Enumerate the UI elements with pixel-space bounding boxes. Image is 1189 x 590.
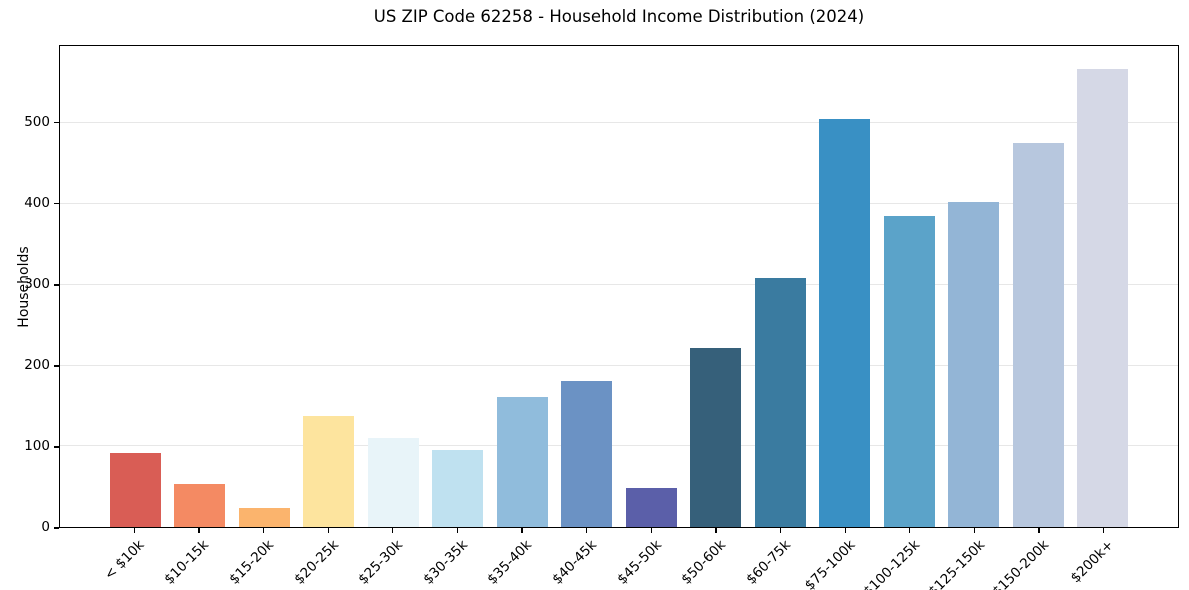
x-tick-label-200k: $200k+ (1067, 537, 1118, 587)
y-tick-label-300: 300 (24, 276, 50, 293)
y-tick-mark-200 (54, 365, 59, 367)
bar-slot (942, 46, 1007, 527)
x-tick-label-40-45k: $40-45k (549, 537, 601, 588)
y-tick-mark-100 (54, 446, 59, 448)
x-tick-label-20-25k: $20-25k (290, 537, 342, 588)
y-tick-mark-400 (54, 203, 59, 205)
x-tick-mark (392, 528, 394, 533)
gridline-100 (60, 445, 1178, 447)
bar-125-150k (948, 201, 1000, 527)
x-tick-mark (262, 528, 265, 533)
x-tick-label-45-50k: $45-50k (613, 537, 665, 588)
x-tick-mark (779, 528, 782, 533)
x-tick-label-35-40k: $35-40k (484, 537, 536, 588)
bar-slot (619, 46, 684, 527)
y-tick-label-500: 500 (24, 114, 50, 131)
gridline-400 (60, 203, 1178, 205)
bar-45-50k (625, 488, 677, 527)
bar-slot (168, 46, 233, 527)
bar-slot (490, 46, 555, 527)
gridline-200 (60, 364, 1178, 366)
y-tick-label-400: 400 (24, 195, 50, 212)
bar-50-60k (690, 347, 742, 527)
bar-15-20k (238, 508, 290, 527)
bar-40-45k (561, 380, 613, 527)
x-tick-mark (327, 528, 329, 533)
x-tick-mark (456, 528, 459, 533)
x-tick-label-10-15k: $10-15k (161, 537, 213, 588)
y-tick-label-100: 100 (24, 438, 50, 455)
bar-slot (877, 46, 942, 527)
bar-slot (813, 46, 878, 527)
bars-row (103, 46, 1135, 527)
x-tick-label-50-60k: $50-60k (678, 537, 730, 588)
bar-75-100k (819, 119, 871, 527)
x-tick-mark (133, 528, 135, 533)
bar-slot (1006, 46, 1071, 527)
bar-20-25k (303, 416, 355, 527)
x-tick-label-25-30k: $25-30k (355, 537, 407, 588)
bar-slot (748, 46, 813, 527)
gridline-500 (60, 122, 1178, 124)
y-tick-mark-0 (54, 527, 59, 529)
x-tick-label-15-20k: $15-20k (226, 537, 277, 588)
y-tick-label-200: 200 (24, 357, 50, 374)
x-tick-mark (973, 528, 976, 533)
x-tick-label-75-100k: $75-100k (801, 537, 859, 590)
bar-slot (361, 46, 426, 527)
bar-150-200k (1012, 142, 1064, 527)
y-tick-label-0: 0 (41, 519, 50, 536)
x-tick-mark (715, 528, 717, 533)
bar-10-15k (174, 484, 226, 527)
bar-slot (684, 46, 749, 527)
bar-10k (109, 452, 161, 527)
x-tick-mark (1038, 528, 1040, 533)
x-tick-mark (1103, 528, 1105, 533)
x-tick-mark (909, 528, 911, 533)
x-tick-mark (650, 528, 652, 533)
bar-slot (1071, 46, 1136, 527)
bar-60-75k (754, 278, 806, 527)
y-tick-mark-300 (54, 284, 59, 286)
plot-area (59, 45, 1179, 528)
x-tick-label-100-125k: $100-125k (860, 537, 924, 590)
x-tick-label-10k: < $10k (101, 537, 148, 584)
x-tick-label-125-150k: $125-150k (924, 537, 988, 590)
bar-35-40k (496, 397, 548, 527)
x-tick-mark (844, 528, 846, 533)
bar-30-35k (432, 450, 484, 527)
bar-slot (103, 46, 168, 527)
chart-title: US ZIP Code 62258 - Household Income Dis… (373, 7, 865, 26)
x-tick-label-150-200k: $150-200k (989, 537, 1053, 590)
x-tick-mark (586, 528, 588, 533)
bar-200k (1077, 68, 1129, 527)
bar-slot (232, 46, 297, 527)
x-tick-label-30-35k: $30-35k (420, 537, 471, 588)
bar-25-30k (367, 438, 419, 527)
bar-slot (426, 46, 491, 527)
y-tick-mark-500 (54, 122, 59, 124)
x-tick-mark (521, 528, 523, 533)
bar-slot (297, 46, 362, 527)
bar-slot (555, 46, 620, 527)
gridline-300 (60, 283, 1178, 285)
x-tick-label-60-75k: $60-75k (743, 537, 794, 588)
x-tick-mark (198, 528, 200, 533)
bar-100-125k (883, 216, 935, 527)
